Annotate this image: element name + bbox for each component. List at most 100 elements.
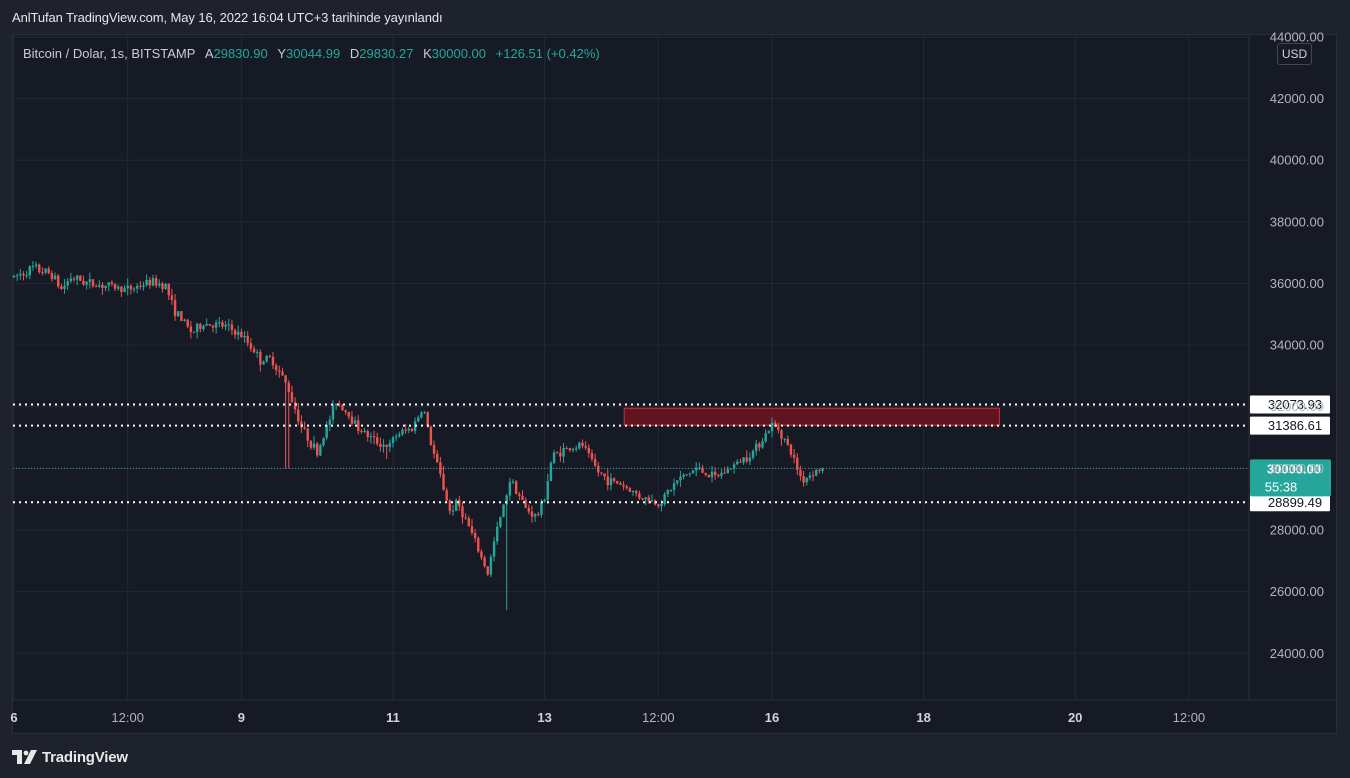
- candle-body: [50, 273, 54, 280]
- candle-body: [366, 430, 369, 437]
- price-tick-label: 42000.00: [1270, 91, 1324, 106]
- candle-body: [154, 278, 158, 286]
- candle-body: [110, 282, 114, 285]
- candle-body: [82, 280, 85, 285]
- chart-frame[interactable]: [12, 34, 1337, 734]
- candle-body: [442, 473, 445, 491]
- price-axis[interactable]: 24000.00 26000.00 28000.00 30000.00 32000.00…: [1248, 29, 1324, 700]
- candle-body: [12, 275, 16, 278]
- candle-body: [126, 285, 129, 289]
- candle-body: [265, 355, 268, 362]
- candle-body: [502, 504, 505, 517]
- candle-body: [657, 504, 660, 507]
- candle-body: [448, 500, 452, 512]
- candle-body: [480, 551, 483, 558]
- candle-body: [473, 533, 477, 539]
- candle-body: [338, 403, 341, 405]
- candle-body: [208, 324, 212, 326]
- candle-body: [660, 503, 663, 507]
- price-tick-label: 32000.00: [1270, 399, 1324, 414]
- candle-body: [420, 412, 423, 418]
- candle-body: [28, 266, 31, 276]
- candle-body: [186, 319, 189, 327]
- candle-body: [625, 486, 628, 489]
- candle-body: [650, 500, 654, 502]
- candle-body: [818, 469, 821, 471]
- currency-button[interactable]: USD: [1277, 43, 1312, 65]
- time-tick-label: 12:00: [1173, 710, 1206, 725]
- candle-body: [691, 470, 695, 474]
- level-label-bg-1: [1250, 416, 1330, 435]
- candle-body: [350, 416, 354, 424]
- brand-name: TradingView: [42, 748, 128, 766]
- candle-body: [590, 453, 594, 460]
- candle-body: [499, 516, 502, 527]
- candle-body: [527, 507, 531, 512]
- candle-body: [297, 409, 300, 422]
- price-tick-label: 34000.00: [1270, 338, 1324, 353]
- candle-body: [404, 429, 407, 431]
- candle-body: [470, 526, 474, 534]
- price-tick-label: 44000.00: [1270, 29, 1324, 44]
- candle-body: [676, 480, 679, 484]
- ohlc-legend: Bitcoin / Dolar, 1s, BITSTAMP A29830.90 …: [23, 46, 600, 61]
- candle-body: [221, 322, 224, 327]
- time-tick-label: 12:00: [642, 710, 675, 725]
- horizontal-levels[interactable]: 32073.93 31386.61 28899.49 30000.00 55:38: [13, 395, 1331, 512]
- resistance-zone[interactable]: [623, 407, 1000, 426]
- candle-body: [695, 467, 698, 471]
- candle-body: [537, 514, 540, 516]
- candle-body: [360, 430, 363, 432]
- candle-body: [732, 464, 736, 469]
- candle-body: [410, 428, 414, 432]
- candle-body: [451, 510, 455, 512]
- candle-body: [369, 436, 373, 438]
- price-tick-label: 28000.00: [1270, 523, 1324, 538]
- candle-body: [429, 426, 433, 446]
- last-price-badge: [1250, 459, 1331, 497]
- candle-body: [113, 284, 117, 289]
- candle-body: [274, 365, 278, 371]
- candle-body: [211, 325, 215, 328]
- candle-body: [246, 335, 249, 344]
- candle-body: [808, 475, 812, 478]
- candle-body: [123, 288, 126, 292]
- candle-body: [142, 285, 145, 287]
- candle-body: [568, 448, 572, 451]
- candle-body: [290, 392, 294, 403]
- candle-body: [132, 288, 136, 290]
- candle-body: [755, 443, 758, 451]
- candle-body: [107, 282, 110, 286]
- candle-body: [647, 497, 651, 502]
- candle-body: [685, 474, 688, 476]
- candle-body: [764, 433, 767, 442]
- candle-body: [341, 404, 344, 411]
- candle-body: [173, 300, 177, 317]
- level-label-1: 31386.61: [1268, 418, 1322, 433]
- candle-body: [104, 285, 107, 289]
- candle-body: [312, 443, 316, 448]
- candle-body: [177, 311, 180, 317]
- candle-body: [129, 285, 133, 290]
- time-axis[interactable]: 6 12:00 9 11 13 12:00 16 18 20 12:00: [10, 699, 1336, 725]
- candle-body: [821, 467, 824, 471]
- candle-body: [619, 483, 622, 486]
- chart-grid: [13, 35, 1249, 700]
- candle-body: [57, 275, 60, 287]
- candle-body: [634, 491, 638, 494]
- candle-body: [353, 420, 357, 424]
- candle-body: [117, 286, 120, 289]
- candle-body: [38, 264, 41, 272]
- candle-body: [789, 444, 793, 455]
- candle-body: [385, 444, 388, 447]
- candle-body: [398, 434, 401, 437]
- candle-body: [543, 499, 546, 502]
- candle-body: [786, 438, 789, 445]
- symbol-title[interactable]: Bitcoin / Dolar, 1s, BITSTAMP: [23, 46, 196, 61]
- candle-body: [669, 490, 673, 492]
- candle-body: [237, 331, 240, 335]
- time-tick-label: 11: [386, 710, 400, 725]
- candle-body: [745, 457, 748, 462]
- candle-body: [492, 541, 496, 557]
